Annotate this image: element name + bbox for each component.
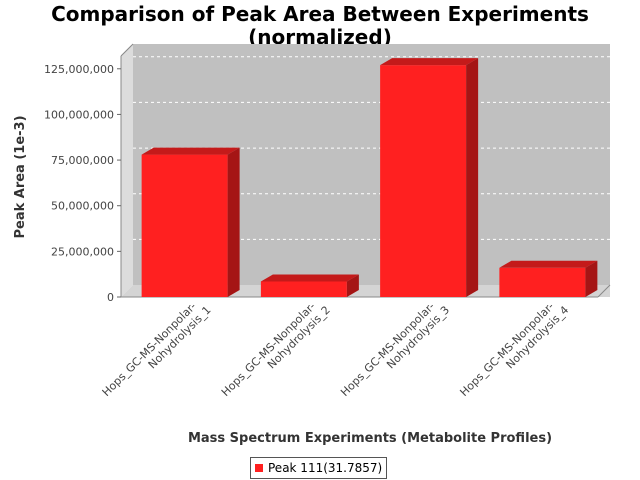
- y-tick-label: 125,000,000: [44, 63, 114, 76]
- bar-top-face: [499, 260, 598, 268]
- bar: [380, 65, 467, 297]
- bar-top-face: [380, 58, 479, 66]
- x-tick-label: Hops_GC-MS-Nonpolar-Nohydrolysis_4: [457, 294, 571, 408]
- bar-side-face: [227, 147, 240, 297]
- y-axis-line-top: [120, 43, 134, 57]
- legend: Peak 111(31.7857): [250, 457, 388, 479]
- legend-swatch: [255, 464, 263, 472]
- y-axis-label: Peak Area (1e-3): [13, 115, 28, 238]
- plot-floor: [121, 285, 610, 297]
- y-tick-label: 100,000,000: [44, 108, 114, 121]
- bar: [141, 154, 228, 297]
- bar-top-face: [141, 147, 240, 155]
- legend-label: Peak 111(31.7857): [268, 461, 383, 475]
- plot-side-wall: [121, 44, 133, 297]
- y-tick-label: 25,000,000: [51, 245, 114, 258]
- y-tick-label: 50,000,000: [51, 200, 114, 213]
- chart-title-line-1: Comparison of Peak Area Between Experime…: [51, 2, 589, 26]
- y-tick-label: 75,000,000: [51, 154, 114, 167]
- y-tick-label: 0: [107, 291, 114, 304]
- bar: [260, 281, 347, 297]
- x-tick-label: Hops_GC-MS-Nonpolar-Nohydrolysis_2: [219, 294, 333, 408]
- x-tick-label: Hops_GC-MS-Nonpolar-Nohydrolysis_1: [100, 294, 214, 408]
- bar-side-face: [585, 260, 598, 297]
- x-axis-line-right: [597, 284, 611, 298]
- x-axis-label: Mass Spectrum Experiments (Metabolite Pr…: [187, 431, 553, 446]
- bar-top-face: [260, 274, 359, 282]
- bar-side-face: [346, 274, 359, 297]
- bar-side-face: [466, 58, 479, 298]
- bar: [499, 267, 586, 297]
- x-tick-label: Hops_GC-MS-Nonpolar-Nohydrolysis_3: [338, 294, 452, 408]
